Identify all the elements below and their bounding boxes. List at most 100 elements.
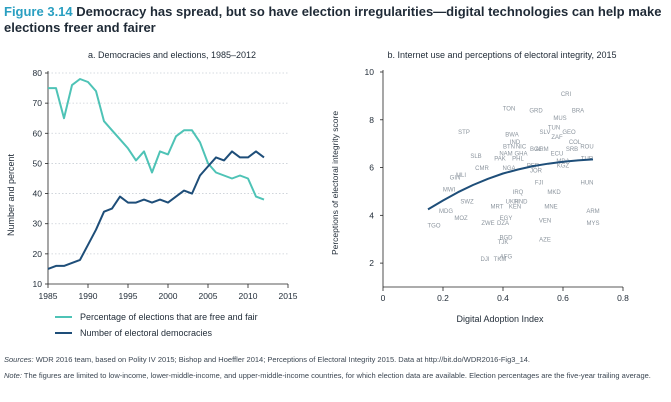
point-label-irq-37: IRQ — [513, 190, 524, 196]
point-label-slv-8: SLV — [540, 130, 551, 136]
panel-b-x-ticks: 0 0.2 0.4 0.6 0.8 — [381, 287, 629, 303]
panel-a-gridlines — [48, 72, 288, 255]
point-label-mdg-45: MDG — [439, 209, 453, 215]
point-label-geo-9: GEO — [562, 130, 576, 136]
point-label-slb-22: SLB — [470, 154, 481, 160]
figure-title: Figure 3.14 Democracy has spread, but so… — [4, 4, 668, 36]
x-tick-label-a-2: 1995 — [119, 291, 138, 301]
point-label-ton-1: TON — [503, 106, 516, 112]
x-tick-label-a-6: 2015 — [279, 291, 298, 301]
panel-a-y-axis-label: Number and percent — [6, 153, 16, 236]
point-label-dji-57: DJI — [481, 257, 490, 263]
x-tick-label-b-3: 0.6 — [557, 293, 569, 303]
x-tick-label-a-3: 2000 — [159, 291, 178, 301]
figure-number: Figure 3.14 — [4, 4, 73, 19]
point-label-mkd-38: MKD — [547, 190, 561, 196]
x-tick-label-b-1: 0.2 — [437, 293, 449, 303]
point-label-btn-13: BTN — [503, 145, 515, 151]
point-label-zaf-10: ZAF — [551, 135, 563, 141]
point-label-mne-44: MNE — [544, 204, 557, 210]
point-label-rou-18: ROU — [580, 145, 593, 151]
y-tick-label-b-1: 4 — [369, 210, 374, 220]
y-tick-label-a-4: 50 — [33, 158, 43, 168]
point-label-moz-47: MOZ — [454, 216, 468, 222]
y-tick-label-a-7: 80 — [33, 68, 43, 78]
y-tick-label-a-6: 70 — [33, 98, 43, 108]
sources-text: WDR 2016 team, based on Polity IV 2015; … — [35, 355, 531, 364]
y-tick-label-a-2: 30 — [33, 219, 43, 229]
point-label-arm-46: ARM — [586, 209, 599, 215]
point-label-pak-23: PAK — [494, 157, 506, 163]
x-tick-label-b-4: 0.8 — [617, 293, 629, 303]
point-label-nam-19: NAM — [499, 152, 512, 158]
note-text: The figures are limited to low-income, l… — [23, 371, 651, 380]
x-tick-label-a-0: 1985 — [39, 291, 58, 301]
sources-note: Sources: WDR 2016 team, based on Polity … — [4, 355, 666, 365]
point-label-srb-17: SRB — [566, 147, 578, 153]
point-label-tkm-58: TKM — [494, 257, 507, 263]
fit-line-curve — [427, 158, 594, 211]
panel-a-title: a. Democracies and elections, 1985–2012 — [88, 50, 256, 60]
panel-b: b. Internet use and perceptions of elect… — [330, 50, 629, 324]
point-label-mus-4: MUS — [553, 116, 566, 122]
y-tick-label-a-5: 60 — [33, 128, 43, 138]
y-tick-label-b-3: 8 — [369, 115, 374, 125]
point-label-bol-15: BOL — [530, 147, 543, 153]
panel-b-title: b. Internet use and perceptions of elect… — [388, 50, 617, 60]
point-label-bra-3: BRA — [572, 109, 584, 115]
x-tick-label-b-0: 0 — [381, 293, 386, 303]
panel-a-legend: Percentage of elections that are free an… — [55, 312, 258, 338]
panel-b-y-axis-label: Perceptions of electoral integrity score — [330, 111, 340, 255]
point-label-ind-11: IND — [510, 140, 521, 146]
note-label: Note: — [4, 371, 22, 380]
panel-a-x-ticks: 1985 1990 1995 2000 2005 2010 2015 — [39, 284, 298, 301]
point-label-aze-56: AZE — [539, 238, 551, 244]
y-tick-label-a-1: 20 — [33, 249, 43, 259]
legend-label-democracies: Number of electoral democracies — [80, 328, 213, 338]
point-label-col-12: COL — [569, 140, 582, 146]
series-line-a-1 — [47, 150, 265, 270]
y-tick-label-a-3: 40 — [33, 189, 43, 199]
point-label-phl-24: PHL — [512, 157, 524, 163]
panel-a-series — [47, 78, 265, 270]
x-tick-label-a-4: 2005 — [199, 291, 218, 301]
x-tick-label-a-5: 2010 — [239, 291, 258, 301]
point-label-afg-59: AFG — [500, 254, 513, 260]
point-label-jor-30: JOR — [530, 168, 543, 174]
figure-note: Note: The figures are limited to low-inc… — [4, 371, 666, 381]
point-label-mrt-42: MRT — [491, 204, 504, 210]
y-tick-label-b-0: 2 — [369, 258, 374, 268]
point-label-gha-20: GHA — [514, 152, 527, 158]
point-label-cmr-27: CMR — [475, 166, 489, 172]
panel-b-x-axis-label: Digital Adoption Index — [456, 314, 544, 324]
point-label-hnd-41: HND — [515, 200, 529, 206]
point-label-ken-43: KEN — [509, 204, 521, 210]
point-label-fji-34: FJI — [535, 180, 544, 186]
point-label-dza-49: DZA — [497, 221, 509, 227]
point-label-nic-14: NIC — [516, 145, 527, 151]
point-label-ukr-40: UKR — [506, 200, 519, 206]
point-label-cri-0: CRI — [561, 92, 572, 98]
series-line-a-0 — [48, 78, 265, 201]
point-label-mwi-36: MWI — [443, 188, 456, 194]
legend-label-free-fair: Percentage of elections that are free an… — [80, 312, 258, 322]
point-label-stp-6: STP — [458, 130, 470, 136]
x-tick-label-a-1: 1990 — [79, 291, 98, 301]
point-label-tgo-52: TGO — [428, 223, 441, 229]
y-tick-label-b-2: 6 — [369, 163, 374, 173]
point-label-tjk-55: TJK — [498, 240, 509, 246]
point-label-grd-2: GRD — [529, 109, 543, 115]
point-label-egy-53: EGY — [500, 216, 513, 222]
point-label-gin-32: GIN — [450, 176, 461, 182]
sources-label: Sources: — [4, 355, 34, 364]
point-label-nga-28: NGA — [502, 166, 515, 172]
y-tick-label-b-4: 10 — [365, 67, 375, 77]
point-label-mli-33: MLI — [456, 173, 466, 179]
y-tick-label-a-0: 10 — [33, 279, 43, 289]
point-label-hun-35: HUN — [581, 180, 594, 186]
x-tick-label-b-2: 0.4 — [497, 293, 509, 303]
panel-b-fit-line — [427, 158, 594, 211]
